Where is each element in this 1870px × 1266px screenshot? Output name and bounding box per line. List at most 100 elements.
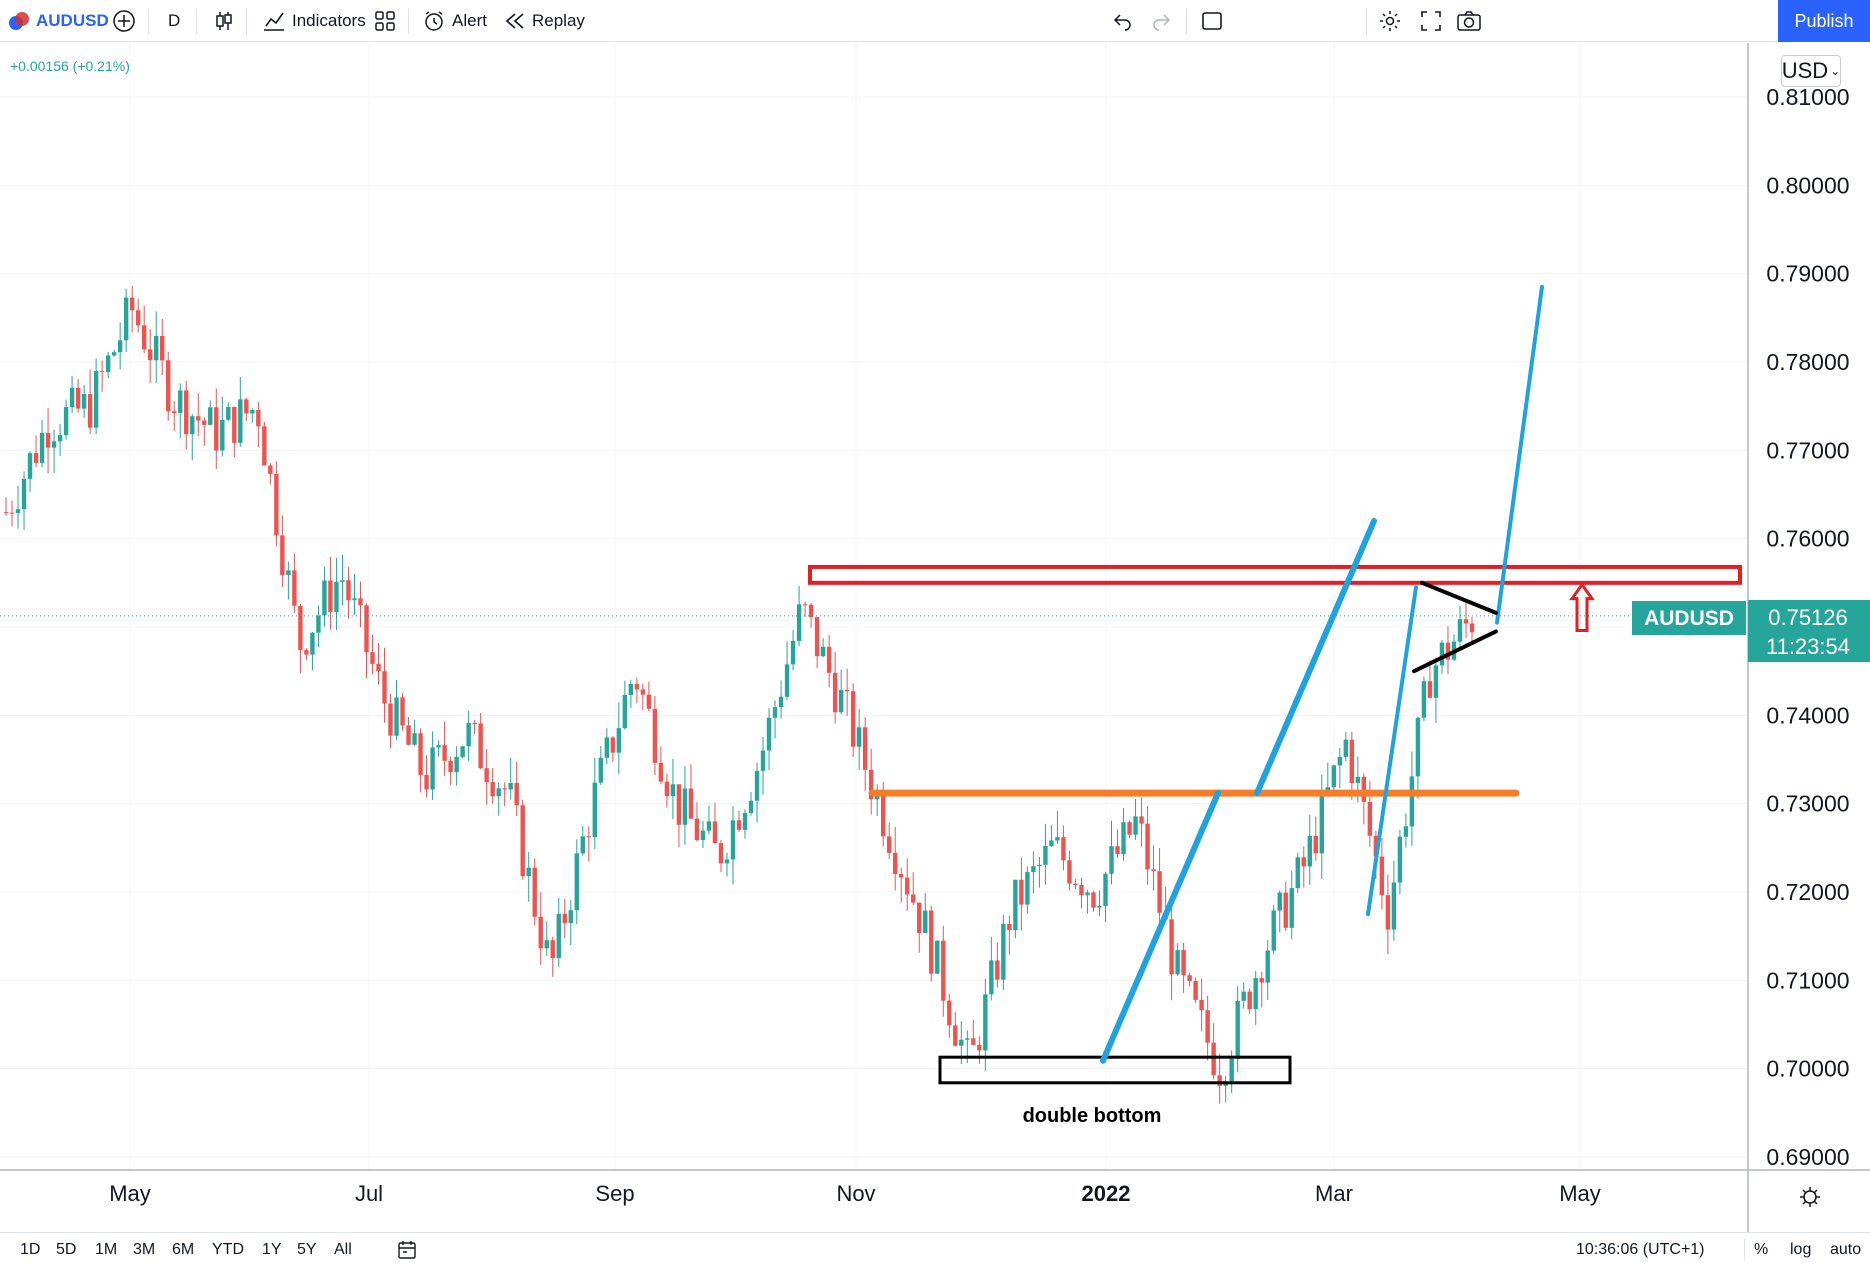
- candle-body: [640, 689, 646, 695]
- percent-toggle[interactable]: %: [1754, 1241, 1769, 1258]
- candle-body: [1139, 816, 1144, 824]
- indicators-label: Indicators: [292, 11, 366, 30]
- settings-button[interactable]: [1378, 0, 1402, 42]
- range-button-6m[interactable]: 6M: [172, 1241, 195, 1258]
- fullscreen-layout-button[interactable]: [1200, 0, 1224, 42]
- alert-button[interactable]: Alert: [422, 0, 487, 42]
- candle-body: [274, 473, 279, 536]
- candle-body: [322, 580, 327, 616]
- interval-button[interactable]: D: [168, 0, 180, 42]
- candle-body: [604, 737, 610, 758]
- candle-body: [808, 604, 814, 618]
- candle-body: [1271, 910, 1276, 951]
- candle-body: [1211, 1042, 1216, 1076]
- redo-button[interactable]: [1150, 0, 1172, 42]
- candle-body: [1433, 665, 1439, 698]
- candle-body: [190, 416, 195, 435]
- time-tick-label: Nov: [836, 1181, 875, 1206]
- layouts-button[interactable]: [374, 0, 396, 42]
- candle-body: [1127, 822, 1132, 835]
- candle-body: [1001, 923, 1006, 980]
- price-tick-label: 0.69000: [1766, 1144, 1849, 1170]
- candle-body: [1121, 822, 1126, 854]
- candle-body: [959, 1039, 964, 1046]
- price-chart[interactable]: 0.81000 0.80000 0.79000 0.78000 0.77000 0.760…: [0, 43, 1870, 1232]
- candle-body: [232, 407, 237, 443]
- candle-body: [27, 453, 33, 479]
- candle-body: [652, 708, 658, 763]
- range-button-1m[interactable]: 1M: [95, 1241, 118, 1258]
- goto-date-button[interactable]: [396, 1239, 418, 1266]
- candle-body: [899, 873, 904, 878]
- candle-body: [580, 836, 585, 854]
- candle-body: [1367, 801, 1373, 836]
- candle-body: [742, 813, 748, 830]
- time-axis-labels: May Jul Sep Nov 2022 Mar May: [109, 1181, 1601, 1206]
- candlestick-series: [3, 285, 1475, 1104]
- candle-body: [941, 940, 946, 1001]
- toolbar-divider: [246, 8, 247, 34]
- candle-body: [1025, 872, 1030, 905]
- candle-body: [496, 788, 501, 797]
- range-button-5d[interactable]: 5D: [56, 1241, 77, 1258]
- auto-toggle[interactable]: auto: [1830, 1241, 1862, 1258]
- range-button-ytd[interactable]: YTD: [212, 1241, 244, 1258]
- replay-button[interactable]: Replay: [504, 0, 585, 42]
- candle-body: [39, 432, 45, 463]
- snapshot-button[interactable]: [1456, 0, 1482, 42]
- candle-body: [178, 390, 183, 414]
- currency-select[interactable]: USD ⌄: [1781, 55, 1841, 87]
- trend-line-blue: [1366, 585, 1418, 917]
- price-tick-label: 0.72000: [1766, 879, 1849, 905]
- candle-body: [1469, 623, 1475, 633]
- candle-body: [310, 632, 315, 655]
- candle-body: [244, 399, 249, 414]
- candle-body: [1397, 836, 1403, 883]
- candle-body: [1145, 823, 1150, 870]
- candle-body: [406, 725, 411, 745]
- candle-body: [1325, 787, 1331, 792]
- redo-icon: [1153, 14, 1171, 31]
- publish-button[interactable]: Publish: [1778, 0, 1870, 42]
- range-button-1d[interactable]: 1D: [20, 1241, 41, 1258]
- range-button-all[interactable]: All: [334, 1241, 352, 1258]
- candle-body: [772, 707, 778, 718]
- candle-body: [220, 419, 225, 451]
- candle-body: [790, 640, 796, 665]
- log-toggle[interactable]: log: [1790, 1241, 1812, 1258]
- candle-body: [592, 782, 598, 838]
- compare-button[interactable]: [112, 0, 136, 42]
- candle-body: [394, 697, 399, 736]
- range-button-1y[interactable]: 1Y: [262, 1241, 282, 1258]
- candle-body: [1385, 895, 1391, 930]
- range-button-3m[interactable]: 3M: [133, 1241, 156, 1258]
- candle-body: [917, 902, 922, 933]
- fullscreen-button[interactable]: [1420, 0, 1442, 42]
- currency-label: USD: [1781, 58, 1829, 83]
- symbol-price-tag: [1632, 601, 1746, 635]
- clock-display[interactable]: 10:36:06 (UTC+1): [1576, 1241, 1705, 1258]
- candle-body: [893, 852, 898, 874]
- range-button-5y[interactable]: 5Y: [297, 1241, 317, 1258]
- candle-body: [1307, 835, 1312, 867]
- candle-body: [1283, 892, 1288, 928]
- candle-body: [9, 512, 15, 514]
- indicators-button[interactable]: Indicators: [262, 0, 366, 42]
- symbol-search[interactable]: AUDUSD: [8, 0, 109, 42]
- time-axis-settings-icon[interactable]: [1800, 1187, 1820, 1207]
- candle-body: [1073, 883, 1078, 886]
- candle-body: [556, 914, 561, 959]
- candle-body: [586, 836, 591, 838]
- candle-body: [1049, 840, 1054, 846]
- price-tick-label: 0.77000: [1766, 437, 1849, 463]
- candle-body: [977, 1044, 982, 1051]
- candle-body: [1187, 975, 1192, 981]
- chart-type-button[interactable]: [212, 0, 236, 42]
- candle-body: [1253, 978, 1258, 1010]
- toolbar-divider: [408, 8, 409, 34]
- candle-body: [1241, 991, 1246, 1001]
- undo-button[interactable]: [1112, 0, 1134, 42]
- candle-body: [1391, 882, 1397, 930]
- candle-body: [454, 756, 459, 773]
- price-tick-label: 0.80000: [1766, 172, 1849, 198]
